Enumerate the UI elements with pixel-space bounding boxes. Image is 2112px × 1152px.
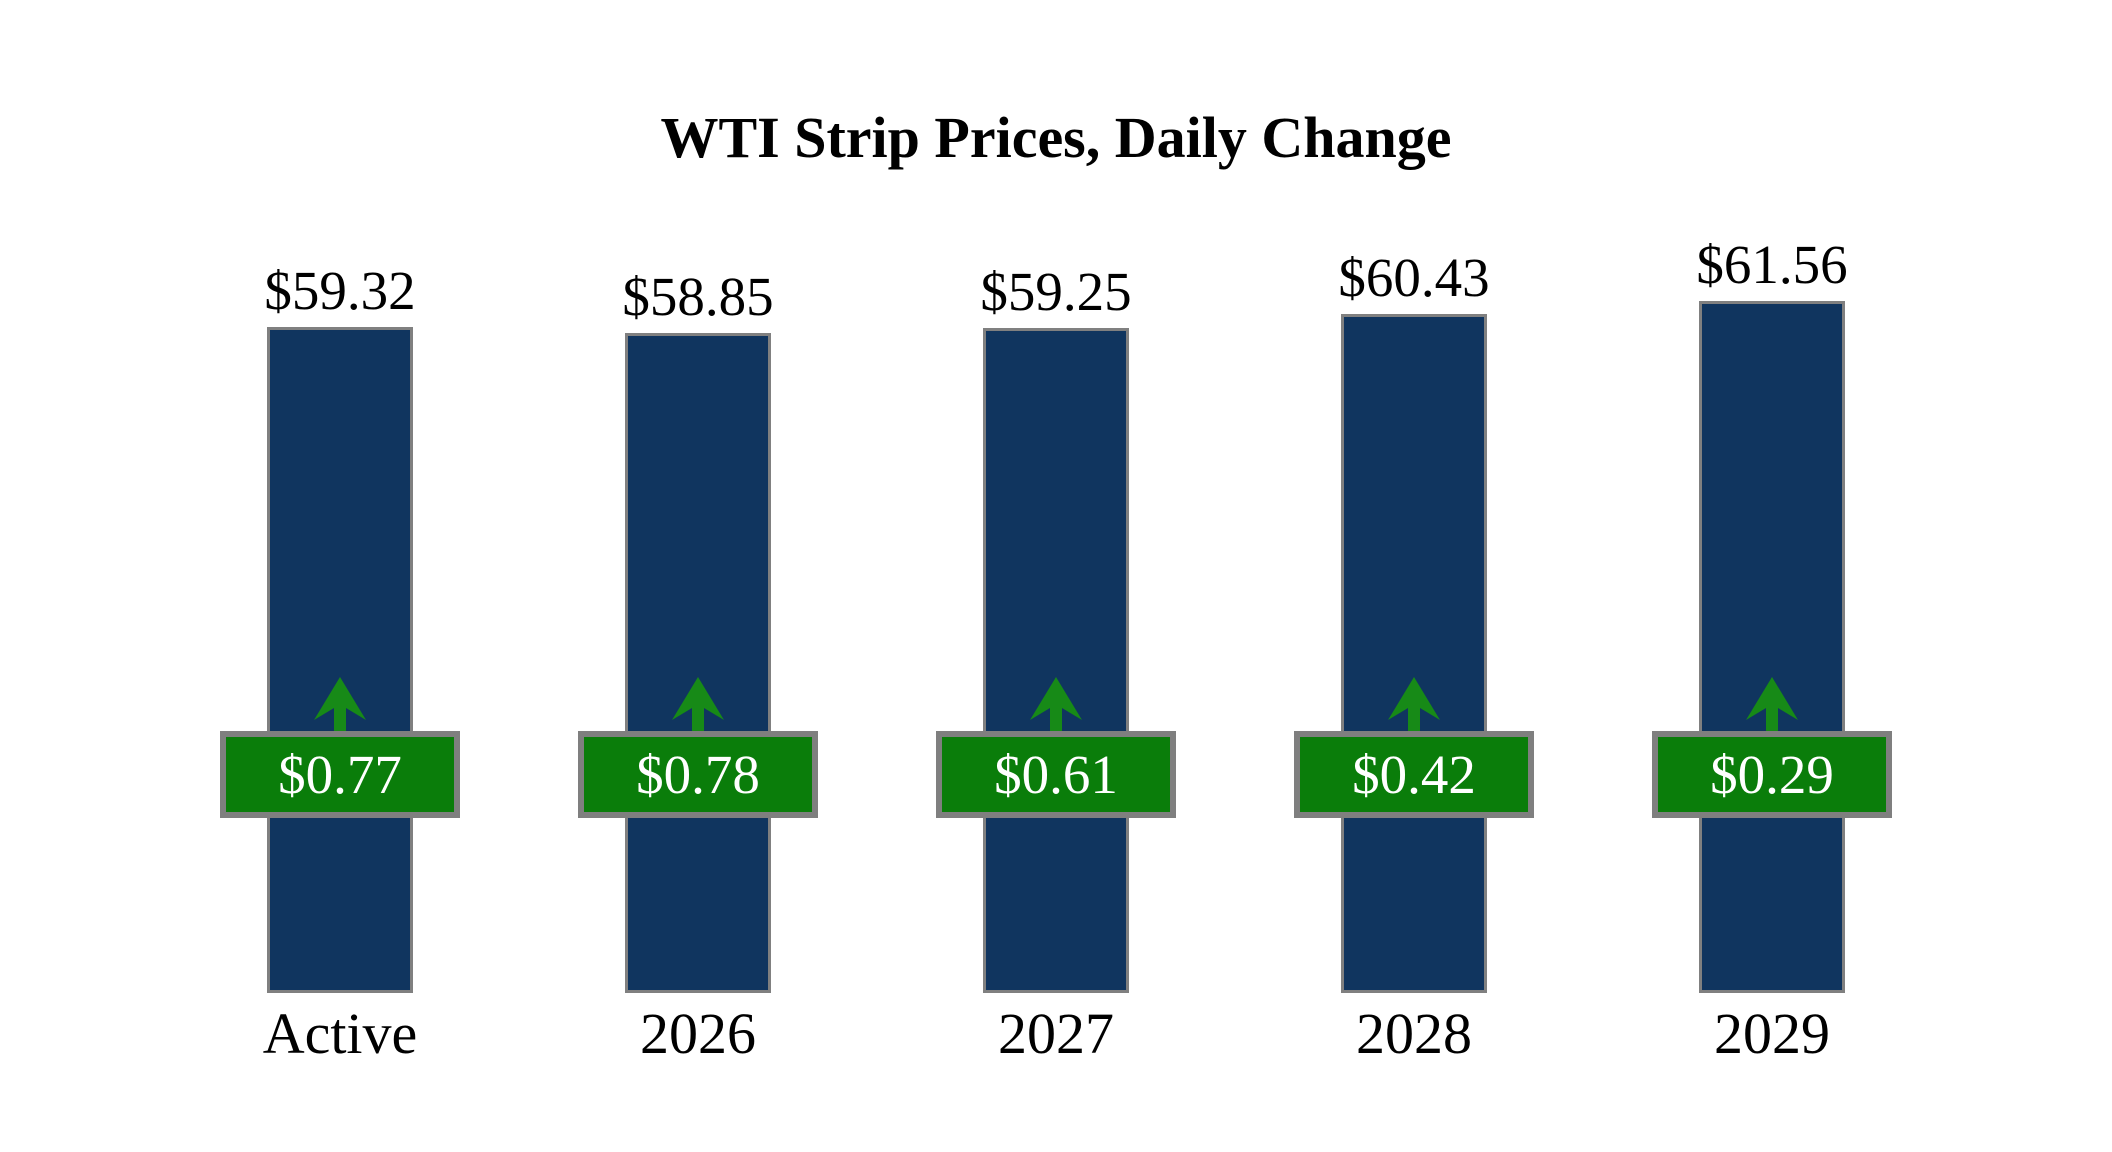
- change-badge: $0.77: [220, 731, 460, 818]
- price-bar: [983, 328, 1129, 993]
- change-badge: $0.61: [936, 731, 1176, 818]
- up-arrow-icon: [1746, 677, 1798, 735]
- up-arrow-icon: [1030, 677, 1082, 735]
- change-badge-label: $0.61: [994, 744, 1118, 805]
- category-label: 2028: [1356, 1001, 1472, 1066]
- change-badge: $0.78: [578, 731, 818, 818]
- change-badge: $0.42: [1294, 731, 1534, 818]
- chart-title: WTI Strip Prices, Daily Change: [660, 105, 1452, 170]
- price-label: $61.56: [1696, 234, 1848, 295]
- price-label: $59.25: [980, 261, 1132, 322]
- price-bar: [625, 333, 771, 993]
- price-bar: [1341, 314, 1487, 993]
- category-label: 2026: [640, 1001, 756, 1066]
- price-label: $60.43: [1338, 247, 1490, 308]
- up-arrow-icon: [314, 677, 366, 735]
- price-label: $58.85: [622, 266, 774, 327]
- change-badge-label: $0.42: [1352, 744, 1476, 805]
- up-arrow-icon: [672, 677, 724, 735]
- category-label: 2029: [1714, 1001, 1830, 1066]
- change-badge-label: $0.29: [1710, 744, 1834, 805]
- price-bar: [1699, 301, 1845, 993]
- up-arrow-icon: [1388, 677, 1440, 735]
- price-bar: [267, 327, 413, 993]
- change-badge-label: $0.77: [278, 744, 402, 805]
- change-badge-label: $0.78: [636, 744, 760, 805]
- category-label: 2027: [998, 1001, 1114, 1066]
- category-label: Active: [262, 1001, 418, 1066]
- price-label: $59.32: [264, 260, 416, 321]
- change-badge: $0.29: [1652, 731, 1892, 818]
